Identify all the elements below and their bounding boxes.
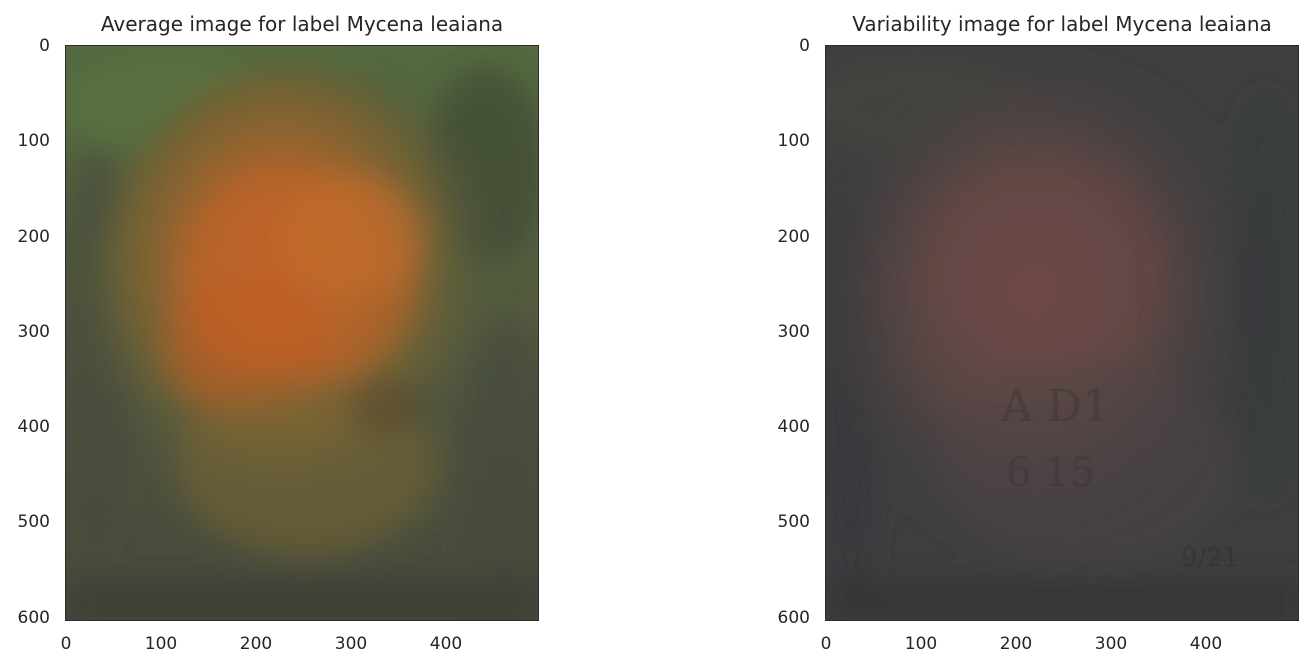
faint-date-text: 9/21 [1181, 543, 1239, 573]
x-tick-label: 300 [334, 634, 368, 654]
y-tick-label: 100 [17, 131, 50, 151]
average-image-panel: Average image for label Mycena leaiana [0, 0, 560, 671]
x-tick-label: 100 [144, 634, 178, 654]
x-tick-label: 400 [429, 634, 463, 654]
faint-handwriting: 6 15 [1006, 450, 1095, 496]
y-tick-label: 0 [799, 36, 810, 56]
average-image-graphic [66, 46, 538, 620]
y-tick-label: 400 [777, 417, 810, 437]
variability-image-panel: Variability image for label Mycena leaia… [760, 0, 1314, 671]
y-tick-label: 600 [777, 608, 810, 628]
variability-panel-title: Variability image for label Mycena leaia… [852, 12, 1272, 36]
y-tick-label: 300 [777, 322, 810, 342]
y-tick-label: 0 [39, 36, 50, 56]
y-tick-label: 200 [777, 227, 810, 247]
x-tick-label: 300 [1094, 634, 1128, 654]
x-tick-label: 100 [904, 634, 938, 654]
y-tick-label: 400 [17, 417, 50, 437]
y-tick-label: 500 [17, 512, 50, 532]
x-tick-label: 200 [239, 634, 273, 654]
x-tick-label: 200 [999, 634, 1033, 654]
x-tick-label: 0 [60, 634, 72, 654]
average-panel-title: Average image for label Mycena leaiana [100, 12, 504, 36]
variability-image: A D1 6 15 9/21 [825, 45, 1299, 621]
y-tick-label: 100 [777, 131, 810, 151]
x-tick-label: 400 [1189, 634, 1223, 654]
y-tick-label: 500 [777, 512, 810, 532]
average-image [65, 45, 539, 621]
y-tick-label: 200 [17, 227, 50, 247]
faint-handwriting: A D1 [1000, 381, 1110, 432]
x-tick-label: 0 [820, 634, 832, 654]
y-tick-label: 600 [17, 608, 50, 628]
variability-image-graphic: A D1 6 15 9/21 [826, 46, 1298, 620]
y-tick-label: 300 [17, 322, 50, 342]
